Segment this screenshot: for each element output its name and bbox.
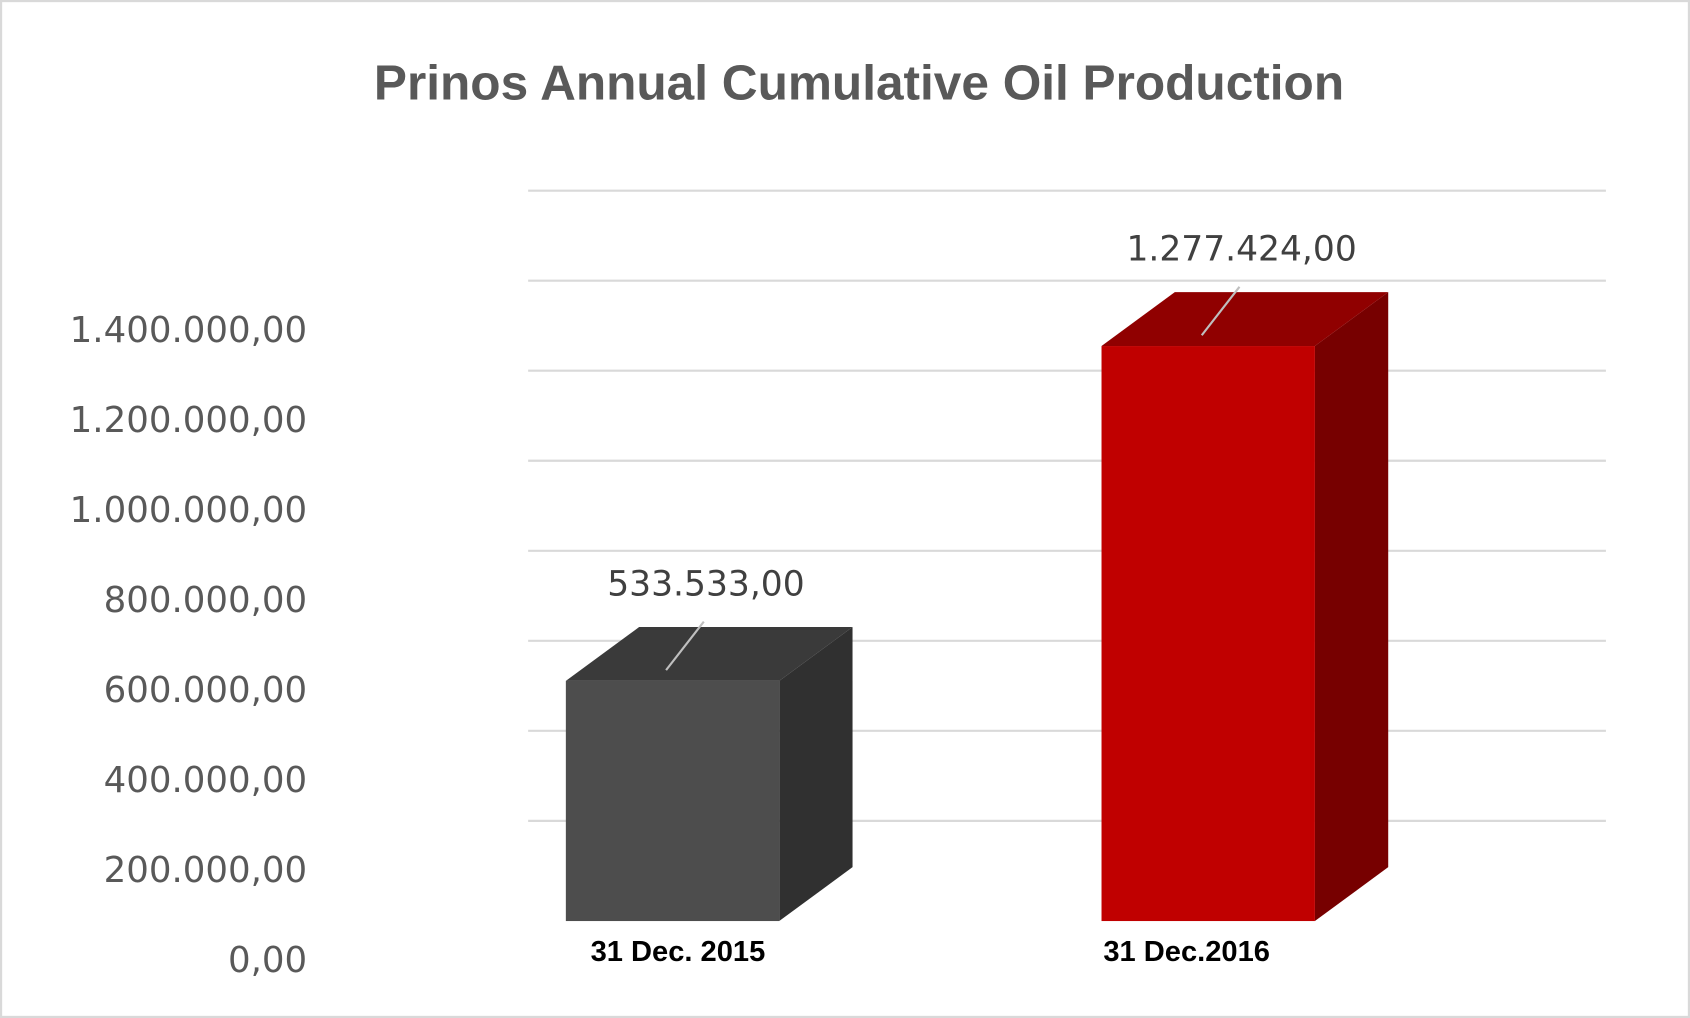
data-label: 533.533,00 [607,565,804,605]
leader-line [1200,286,1241,336]
y-tick-label: 800.000,00 [104,580,308,621]
bar-side [1314,292,1389,922]
bar-top [1101,292,1389,347]
x-tick-label: 31 Dec. 2015 [591,936,766,968]
y-tick-label: 1.000.000,00 [70,490,308,531]
bar [1101,346,1315,922]
y-tick-label: 400.000,00 [104,760,308,801]
x-tick-label: 31 Dec.2016 [1103,936,1270,968]
y-tick-label: 0,00 [228,940,307,981]
bar-side [779,627,853,922]
y-tick-label: 600.000,00 [104,670,308,711]
chart-title: Prinos Annual Cumulative Oil Production [374,54,1344,110]
data-label: 1.277.424,00 [1126,230,1356,270]
y-tick-label: 1.200.000,00 [70,400,308,441]
y-tick-label: 1.400.000,00 [70,310,308,351]
bar [565,680,780,922]
y-tick-label: 200.000,00 [104,850,308,891]
leader-line [665,620,705,671]
bar-top [565,627,853,681]
